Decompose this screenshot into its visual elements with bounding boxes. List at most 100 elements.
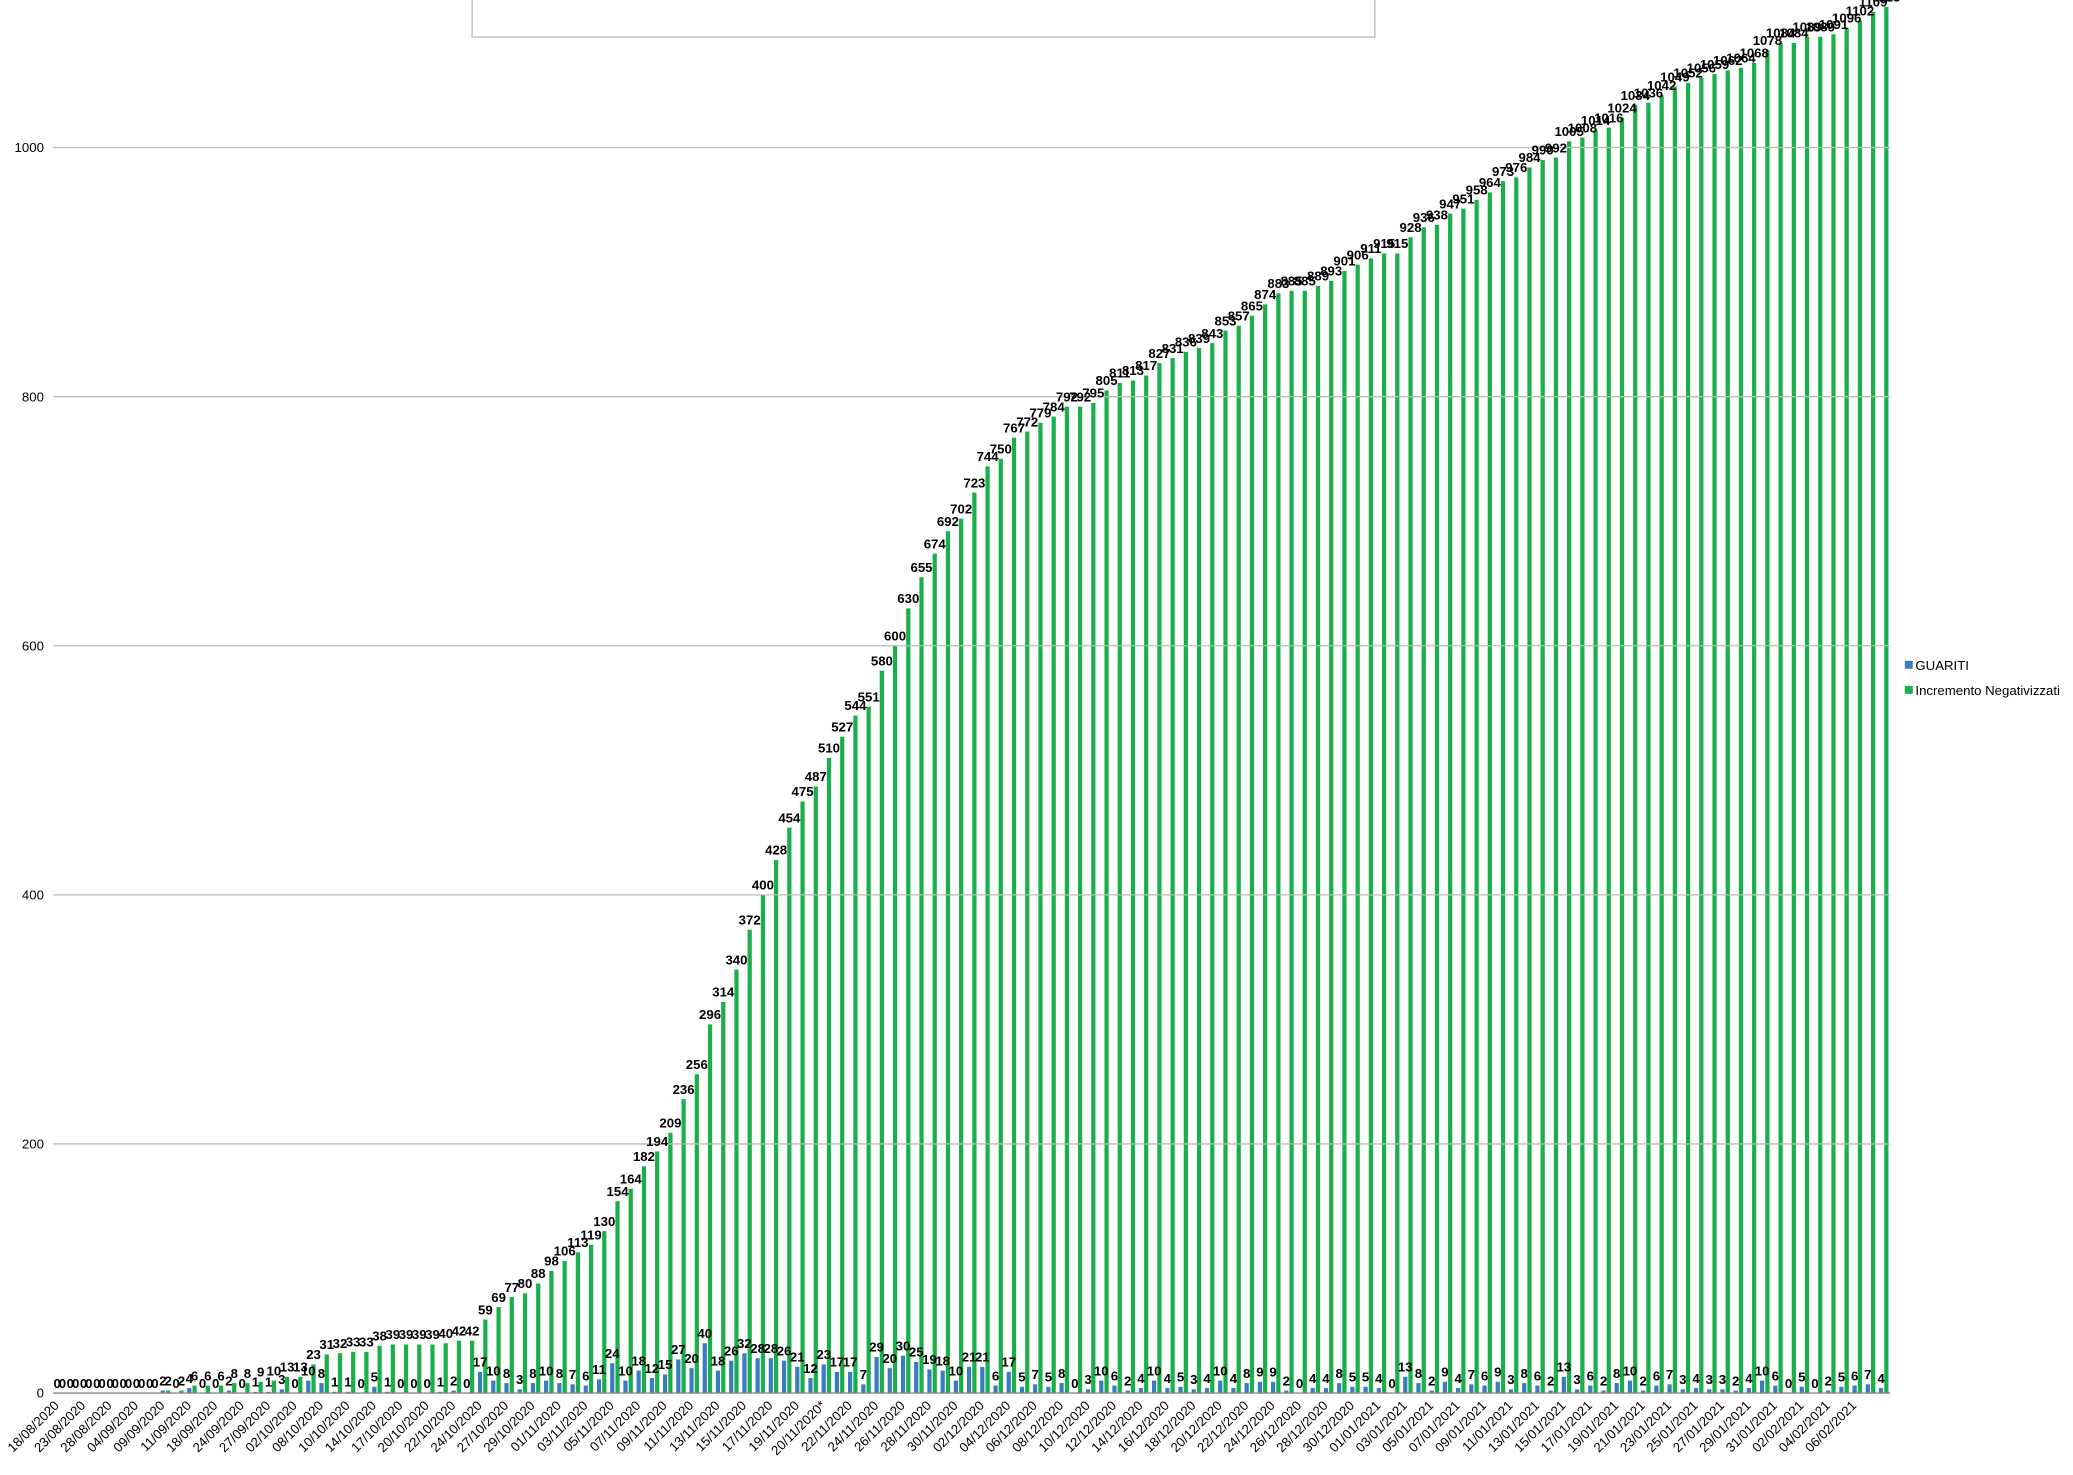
value-label: 314: [712, 985, 735, 1000]
bar: [1482, 1385, 1487, 1394]
value-label: 911: [1360, 241, 1381, 256]
bar: [477, 1371, 483, 1394]
value-label: 817: [1135, 358, 1157, 373]
bar: [1865, 1384, 1870, 1394]
value-label: 10: [539, 1363, 554, 1378]
bar: [351, 1351, 356, 1394]
bar: [945, 531, 951, 1394]
bar: [324, 1354, 329, 1394]
bar: [1112, 1385, 1117, 1394]
bar: [1315, 285, 1321, 1394]
bar: [747, 929, 752, 1394]
value-label: 772: [1016, 414, 1038, 429]
bar: [972, 492, 977, 1394]
value-label: 795: [1082, 386, 1104, 401]
bar: [1125, 1390, 1130, 1394]
bar: [430, 1344, 435, 1394]
value-label: 2: [1283, 1373, 1290, 1388]
bar: [192, 1385, 197, 1394]
value-label: 10: [486, 1363, 501, 1378]
value-label: 4: [1137, 1371, 1145, 1386]
value-label: 1005: [1554, 124, 1583, 139]
value-label: 6: [217, 1368, 224, 1383]
value-label: 600: [884, 628, 906, 643]
bar: [226, 1390, 232, 1394]
bar: [602, 1231, 607, 1394]
bar: [1878, 1388, 1884, 1394]
value-label: 0: [125, 1376, 132, 1391]
legend-swatch: [1904, 660, 1913, 669]
bar: [707, 1024, 713, 1394]
bar: [232, 1383, 237, 1394]
bar: [583, 1385, 588, 1394]
bar: [1759, 1380, 1765, 1394]
value-label: 39: [399, 1327, 414, 1342]
value-label: 1: [384, 1375, 391, 1390]
bar: [456, 1340, 462, 1394]
bar: [1672, 86, 1677, 1394]
bar: [932, 553, 937, 1394]
value-label: 580: [871, 653, 893, 668]
bar: [1456, 1388, 1461, 1394]
value-label: 5: [1045, 1370, 1052, 1385]
bar: [1659, 95, 1664, 1394]
bar: [623, 1380, 628, 1394]
legend-label: Incremento Negativizzati: [1915, 683, 2060, 698]
bar: [879, 670, 884, 1394]
bar: [1553, 157, 1559, 1394]
bar: [1871, 11, 1876, 1394]
bar: [205, 1385, 210, 1394]
bar: [1680, 1389, 1685, 1394]
bar: [874, 1356, 879, 1394]
value-label: 976: [1505, 160, 1527, 175]
value-label: 750: [990, 442, 1012, 457]
value-label: 39: [385, 1327, 400, 1342]
bar: [1474, 199, 1479, 1394]
value-label: 20: [684, 1351, 699, 1366]
bar: [279, 1389, 284, 1394]
bar: [1416, 1383, 1421, 1394]
value-label: 400: [752, 878, 774, 893]
value-label: 10: [267, 1363, 282, 1378]
bar: [715, 1370, 721, 1394]
bar: [1276, 293, 1281, 1394]
bar: [557, 1383, 562, 1394]
bar: [1818, 36, 1823, 1394]
bar: [694, 1074, 699, 1394]
value-label: 0: [238, 1376, 245, 1391]
value-label: 6: [1481, 1368, 1488, 1383]
value-label: 26: [777, 1343, 792, 1358]
bar: [470, 1340, 475, 1394]
bar: [1051, 416, 1056, 1394]
value-label: 1068: [1739, 46, 1768, 61]
value-label: 236: [673, 1082, 695, 1097]
bar: [668, 1132, 673, 1394]
value-label: 2: [178, 1373, 185, 1388]
value-label: 5: [1798, 1370, 1805, 1385]
value-label: 0: [1296, 1376, 1303, 1391]
bar: [1236, 325, 1241, 1394]
value-label: 6: [992, 1368, 999, 1383]
value-label: 8: [1613, 1366, 1620, 1381]
value-label: 3: [1084, 1372, 1091, 1387]
bar: [848, 1371, 853, 1394]
value-label: 1024: [1607, 100, 1637, 115]
bar: [1561, 1376, 1566, 1394]
bar: [1395, 253, 1400, 1394]
bar: [1191, 1389, 1196, 1394]
bar: [1403, 1376, 1408, 1394]
value-label: 33: [359, 1335, 374, 1350]
value-label: 8: [1521, 1366, 1528, 1381]
value-label: 11: [592, 1362, 606, 1377]
value-label: 39: [425, 1327, 440, 1342]
bar: [271, 1380, 277, 1394]
value-label: 544: [844, 698, 867, 713]
bar: [927, 1369, 932, 1394]
value-label: 893: [1320, 264, 1342, 279]
bar: [1157, 363, 1162, 1394]
bar: [160, 1390, 165, 1394]
bar: [218, 1385, 224, 1394]
value-label: 256: [686, 1057, 708, 1072]
bar: [959, 518, 964, 1394]
value-label: 7: [1666, 1367, 1673, 1382]
